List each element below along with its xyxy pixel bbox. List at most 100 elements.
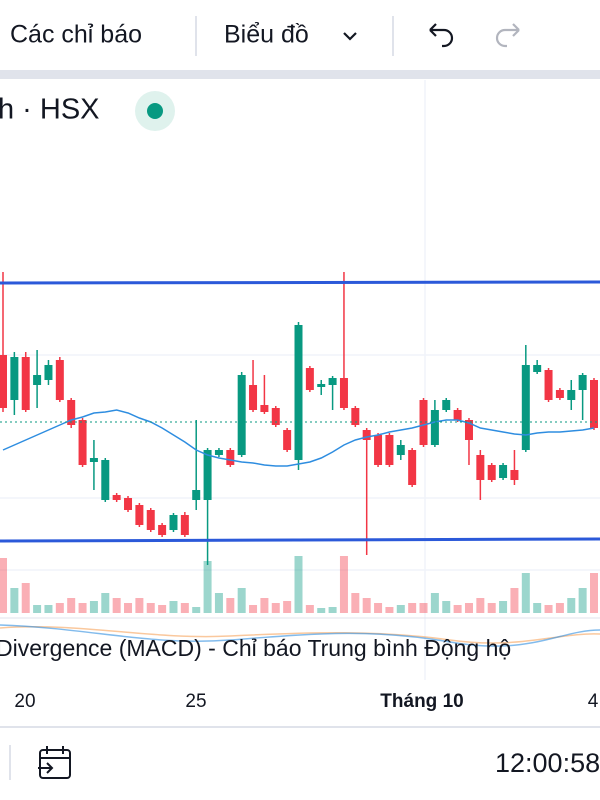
candle-body bbox=[89, 458, 98, 462]
indicator-label[interactable]: Divergence (MACD) - Chỉ báo Trung bình Đ… bbox=[0, 635, 511, 661]
candle-body bbox=[442, 400, 451, 410]
candle-body bbox=[339, 378, 348, 408]
volume-bar bbox=[317, 608, 326, 613]
volume-bar bbox=[567, 598, 576, 613]
candle-body bbox=[180, 515, 189, 535]
candle-body bbox=[55, 360, 64, 400]
time-axis: 20 25 Tháng 10 4 bbox=[14, 691, 598, 712]
clock: 12:00:58 bbox=[495, 748, 600, 778]
volume-bar bbox=[214, 593, 223, 613]
chart-type-button[interactable]: Biểu đồ bbox=[224, 21, 309, 49]
candle-body bbox=[226, 450, 235, 465]
candle-body bbox=[510, 470, 519, 480]
volume-bar bbox=[351, 593, 360, 613]
candle-body bbox=[294, 325, 303, 460]
volume-bar bbox=[328, 607, 337, 613]
volume-bar bbox=[67, 598, 76, 613]
x-tick-label: 25 bbox=[185, 691, 206, 712]
volume-bar bbox=[464, 603, 473, 613]
candle-body bbox=[487, 465, 496, 480]
candle-body bbox=[260, 405, 269, 412]
volume-bar bbox=[590, 573, 598, 613]
volume-bar bbox=[339, 556, 348, 613]
chevron-icon[interactable] bbox=[343, 32, 357, 41]
volume-bar bbox=[271, 603, 280, 613]
candle-body bbox=[396, 445, 405, 455]
volume-bar bbox=[146, 603, 155, 613]
volume-bar bbox=[192, 607, 201, 613]
volume-bar bbox=[112, 598, 121, 613]
volume-bar bbox=[499, 601, 508, 613]
calendar-detail bbox=[38, 746, 64, 774]
volume-bar bbox=[305, 605, 314, 613]
trend-line[interactable] bbox=[0, 537, 600, 543]
candle-body bbox=[101, 460, 110, 500]
volume-bar bbox=[249, 605, 258, 613]
candle-body bbox=[192, 490, 201, 500]
candle-body bbox=[249, 385, 258, 410]
macd-panel: Divergence (MACD) - Chỉ báo Trung bình Đ… bbox=[0, 617, 600, 661]
candle-body bbox=[476, 455, 485, 480]
volume-bar bbox=[408, 603, 417, 613]
indicators-button[interactable]: Các chỉ báo bbox=[10, 21, 142, 49]
volume-bar bbox=[44, 605, 53, 613]
candle-body bbox=[158, 525, 167, 535]
volume-bar bbox=[419, 603, 428, 613]
volume-bar bbox=[362, 598, 371, 613]
volume-bar bbox=[10, 588, 19, 613]
candle-body bbox=[169, 515, 178, 530]
candle-body bbox=[374, 435, 383, 465]
macd-signal bbox=[0, 626, 600, 644]
candle-body bbox=[237, 375, 246, 455]
candle-body bbox=[271, 408, 280, 425]
candle-body bbox=[78, 420, 87, 465]
volume-bar bbox=[385, 607, 394, 613]
volume-bar bbox=[78, 603, 87, 613]
x-tick-label: 20 bbox=[14, 691, 35, 712]
calendar-icon[interactable] bbox=[38, 746, 71, 779]
volume-bar bbox=[476, 598, 485, 613]
plot bbox=[0, 272, 598, 613]
candle-body bbox=[214, 450, 223, 455]
undo-icon[interactable] bbox=[429, 23, 454, 48]
status-dot bbox=[147, 103, 163, 119]
candle-body bbox=[385, 435, 394, 465]
candle-body bbox=[317, 384, 326, 387]
symbol-label[interactable]: h · HSX bbox=[0, 94, 100, 126]
volume-bar bbox=[294, 556, 303, 613]
trend-line[interactable] bbox=[0, 280, 600, 285]
candle-body bbox=[146, 510, 155, 530]
volume-bar bbox=[203, 561, 212, 613]
candle-body bbox=[578, 375, 587, 390]
toolbar: Các chỉ báo Biểu đồ bbox=[10, 16, 520, 56]
candle-body bbox=[21, 357, 30, 410]
volume-bar bbox=[510, 588, 519, 613]
redo-icon[interactable] bbox=[495, 23, 520, 48]
candle-body bbox=[430, 410, 439, 445]
volume-bar bbox=[283, 601, 292, 613]
volume-bar bbox=[430, 593, 439, 613]
candle-body bbox=[124, 498, 133, 510]
volume-bar bbox=[135, 598, 144, 613]
candle-body bbox=[419, 400, 428, 445]
candle-body bbox=[567, 390, 576, 400]
volume-bar bbox=[442, 601, 451, 613]
candle-body bbox=[590, 380, 598, 428]
volume-bar bbox=[555, 603, 564, 613]
candle-body bbox=[305, 368, 314, 390]
x-tick-label: 4 bbox=[588, 691, 599, 712]
candle-body bbox=[112, 495, 121, 500]
candle-body bbox=[408, 450, 417, 485]
candle-body bbox=[67, 400, 76, 425]
volume-bar bbox=[544, 605, 553, 613]
moving-average bbox=[2, 409, 595, 467]
candle-body bbox=[33, 375, 42, 385]
candle-body bbox=[135, 505, 144, 525]
candle-body bbox=[555, 390, 564, 398]
volume-bar bbox=[89, 601, 98, 613]
volume-bar bbox=[533, 603, 542, 613]
calendar-body bbox=[39, 749, 71, 779]
candle-body bbox=[203, 450, 212, 500]
volume-bar bbox=[55, 603, 64, 613]
